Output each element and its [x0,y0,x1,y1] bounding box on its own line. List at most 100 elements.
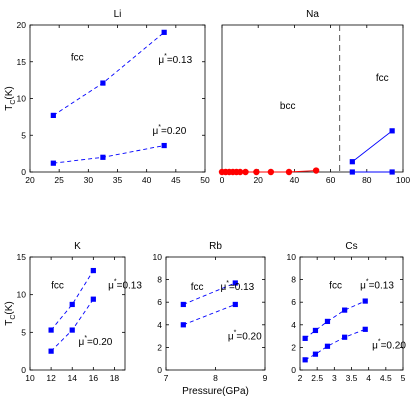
y-tick-label: 0 [157,365,162,375]
data-point [324,318,331,325]
x-tick-label: 7 [164,373,169,383]
y-tick-label: 20 [17,20,27,30]
x-tick-label: 40 [142,175,152,185]
data-point [342,307,348,313]
annotation-label: μ*=0.20 [153,124,187,137]
x-tick-label: 45 [171,175,181,185]
x-tick-label: 60 [326,175,336,185]
x-tick-label: 16 [89,373,99,383]
x-tick-label: 40 [290,175,300,185]
series-0 [218,167,320,176]
series-0 [180,280,238,308]
series-0 [48,267,96,333]
x-tick-label: 14 [67,373,77,383]
y-axis-label: TC(K) [4,301,17,326]
axes-frame [221,24,404,173]
data-point [389,128,395,134]
series-line [53,32,165,116]
x-tick-label: 20 [253,175,263,185]
series-line [304,328,366,361]
y-tick-label: 0 [21,365,26,375]
data-point [389,169,395,175]
axes-frame [29,24,206,173]
x-tick-label: 4.5 [380,373,392,383]
x-tick-label: 5 [401,373,406,383]
data-point [324,343,331,349]
x-tick-label: 80 [362,175,372,185]
y-tick-label: 6 [157,297,162,307]
x-tick-label: 50 [200,175,210,185]
data-point [362,298,368,304]
y-tick-label: 6 [291,297,296,307]
annotation-label: μ*=0.13 [108,279,142,292]
x-tick-label: 25 [54,175,64,185]
x-tick-label: 9 [263,373,268,383]
x-axis-label: Pressure(GPa) [182,386,249,397]
data-point [161,29,167,35]
data-point [48,348,54,354]
series-1 [302,326,368,363]
series-0 [302,298,368,341]
data-point [302,357,308,363]
x-tick-label: 30 [84,175,94,185]
panel-title: Na [306,9,319,20]
annotation-label: μ*=0.20 [79,335,113,348]
data-point [349,169,355,175]
data-point [312,167,320,174]
data-point [50,112,56,119]
x-tick-label: 4 [366,373,371,383]
panel-na: Na 0 20 40 60 80 100 bcc fcc [218,9,410,185]
series-2 [349,169,395,175]
axes-frame [165,256,266,371]
annotation-label: μ*=0.13 [220,280,254,293]
y-tick-label: 8 [157,275,162,285]
annotation-label: μ*=0.13 [158,53,192,66]
data-point [242,168,249,176]
x-tick-label: 2.5 [311,373,323,383]
panel-k: K 10 12 14 16 18 0 5 10 15 TC(K) fcc μ*=0.13 μ*=0.20 [4,241,142,383]
data-point [232,280,238,286]
data-point [312,327,319,334]
x-tick-label: 2 [298,373,303,383]
annotation-label: fcc [329,281,342,292]
data-point [342,334,348,340]
y-tick-label: 2 [291,342,296,352]
x-tick-label: 10 [25,373,35,383]
x-tick-label: 20 [25,175,35,185]
data-point [253,168,260,176]
data-point [50,160,56,166]
y-tick-label: 4 [157,320,162,330]
y-tick-label: 4 [291,320,296,330]
y-tick-label: 0 [21,167,26,177]
y-axis-label: TC(K) [4,86,17,111]
series-1 [48,296,96,354]
y-tick-label: 5 [21,130,26,140]
y-tick-label: 0 [291,365,296,375]
panel-title: Cs [345,241,357,252]
panel-li: Li 20 25 30 35 40 45 50 0 5 10 15 20 TC(K) fcc μ*=0.13 μ… [4,9,210,185]
data-point [180,322,186,328]
y-tick-label: 8 [291,275,296,285]
y-tick-label: 10 [153,252,163,262]
y-tick-label: 2 [157,342,162,352]
series-line [183,282,236,305]
data-point [100,80,106,86]
annotation-label: fcc [191,282,204,293]
data-point [362,326,368,332]
data-point [180,301,186,308]
panel-title: Li [114,9,122,20]
series-line [50,270,94,331]
x-tick-label: 12 [46,373,56,383]
data-point [236,168,244,176]
annotation-label: μ*=0.20 [228,329,262,342]
y-tick-label: 5 [21,327,26,337]
x-tick-label: 3.5 [346,373,358,383]
series-1 [349,128,395,165]
data-point [161,142,167,149]
annotation-label: μ*=0.13 [360,279,394,292]
x-tick-label: 18 [110,373,120,383]
data-point [69,327,75,333]
x-tick-label: 8 [213,373,218,383]
